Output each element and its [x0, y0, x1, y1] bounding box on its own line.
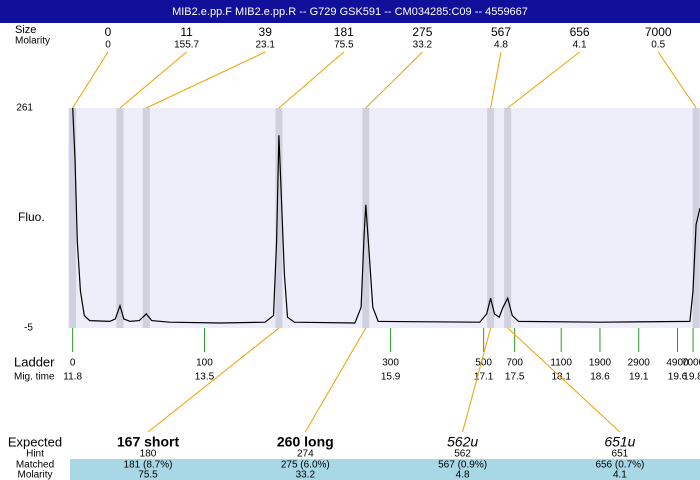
peak-band — [69, 108, 77, 328]
ladder-size: 1900 — [589, 358, 612, 369]
ladder-size: 7000 — [682, 358, 700, 369]
hint: 180 — [140, 449, 157, 460]
expected-name: 651u — [604, 434, 635, 450]
matched-molarity: 33.2 — [296, 470, 316, 480]
peak-connector — [72, 51, 109, 109]
peak-size: 39 — [259, 25, 273, 39]
ladder-size: 4900 — [666, 358, 689, 369]
matched: 656 (0.7%) — [595, 460, 644, 471]
plot-area — [68, 108, 700, 328]
ladder-time: 19.6 — [668, 372, 688, 383]
matched: 181 (8.7%) — [124, 460, 173, 471]
matched-molarity: 75.5 — [138, 470, 158, 480]
size-label: Size — [15, 24, 36, 36]
peak-band — [504, 108, 512, 328]
match-connector — [304, 327, 367, 433]
hint: 562 — [454, 449, 471, 460]
hint: 274 — [297, 449, 314, 460]
ladder-label: Ladder — [14, 354, 55, 369]
peak-size: 181 — [334, 25, 354, 39]
ladder-time: 15.9 — [381, 372, 401, 383]
mig-time-label: Mig. time — [14, 372, 55, 383]
row-label: Expected — [8, 434, 62, 449]
peak-size: 0 — [105, 25, 112, 39]
hint: 651 — [612, 449, 629, 460]
expected-name: 260 long — [277, 434, 334, 450]
matched-molarity: 4.1 — [613, 470, 627, 480]
peak-molarity: 155.7 — [174, 40, 199, 51]
ladder-size: 700 — [506, 358, 523, 369]
ladder-size: 1100 — [550, 358, 572, 369]
peak-connector — [365, 51, 423, 109]
peak-size: 275 — [412, 25, 432, 39]
peak-connector — [278, 51, 345, 109]
peak-molarity: 0.5 — [651, 40, 665, 51]
header-bar — [0, 0, 700, 23]
ladder-size: 500 — [475, 358, 492, 369]
peak-molarity: 4.1 — [573, 40, 587, 51]
matched-band — [70, 459, 700, 480]
peak-molarity: 23.1 — [255, 40, 275, 51]
peak-band — [116, 108, 124, 328]
peak-size: 656 — [570, 25, 590, 39]
ladder-size: 0 — [70, 358, 76, 369]
peak-band — [362, 108, 370, 328]
peak-band — [142, 108, 150, 328]
peak-size: 7000 — [645, 25, 672, 39]
matched: 567 (0.9%) — [438, 460, 487, 471]
trace — [72, 107, 700, 324]
molarity-label: Molarity — [15, 36, 50, 47]
peak-connector — [146, 51, 266, 109]
row-label: Molarity — [17, 470, 52, 480]
peak-band — [275, 108, 283, 328]
expected-name: 167 short — [117, 434, 180, 450]
ladder-size: 100 — [196, 358, 213, 369]
match-connector — [507, 327, 621, 433]
peak-size: 567 — [491, 25, 511, 39]
peak-molarity: 0 — [105, 40, 111, 51]
peak-connector — [119, 51, 187, 109]
y-axis-label: Fluo. — [18, 210, 45, 224]
peak-molarity: 75.5 — [334, 40, 354, 51]
ladder-time: 19.1 — [629, 372, 649, 383]
ladder-time: 18.6 — [590, 372, 610, 383]
ladder-time: 17.1 — [474, 372, 494, 383]
header-title: MIB2.e.pp.F MIB2.e.pp.R -- G729 GSK591 -… — [172, 6, 528, 18]
row-label: Matched — [16, 460, 54, 471]
peak-connector — [507, 51, 580, 109]
ladder-time: 11.8 — [63, 372, 82, 383]
ladder-time: 19.8 — [683, 372, 700, 383]
peak-molarity: 33.2 — [413, 40, 433, 51]
matched-molarity: 4.8 — [456, 470, 470, 480]
ladder-time: 17.5 — [505, 372, 525, 383]
peak-connector — [490, 51, 502, 109]
expected-name: 562u — [447, 434, 478, 450]
y-tick-label: 261 — [16, 103, 33, 114]
matched: 275 (6.0%) — [281, 460, 330, 471]
peak-connector — [657, 51, 697, 109]
peak-size: 11 — [180, 25, 193, 39]
peak-band — [487, 108, 495, 328]
match-connector — [147, 327, 280, 433]
ladder-time: 13.5 — [195, 372, 215, 383]
peak-molarity: 4.8 — [494, 40, 508, 51]
ladder-size: 2900 — [628, 358, 651, 369]
match-connector — [462, 327, 492, 433]
ladder-size: 300 — [382, 358, 399, 369]
row-label: Hint — [26, 449, 44, 460]
y-tick-label: -5 — [24, 323, 33, 334]
peak-band — [692, 108, 700, 328]
